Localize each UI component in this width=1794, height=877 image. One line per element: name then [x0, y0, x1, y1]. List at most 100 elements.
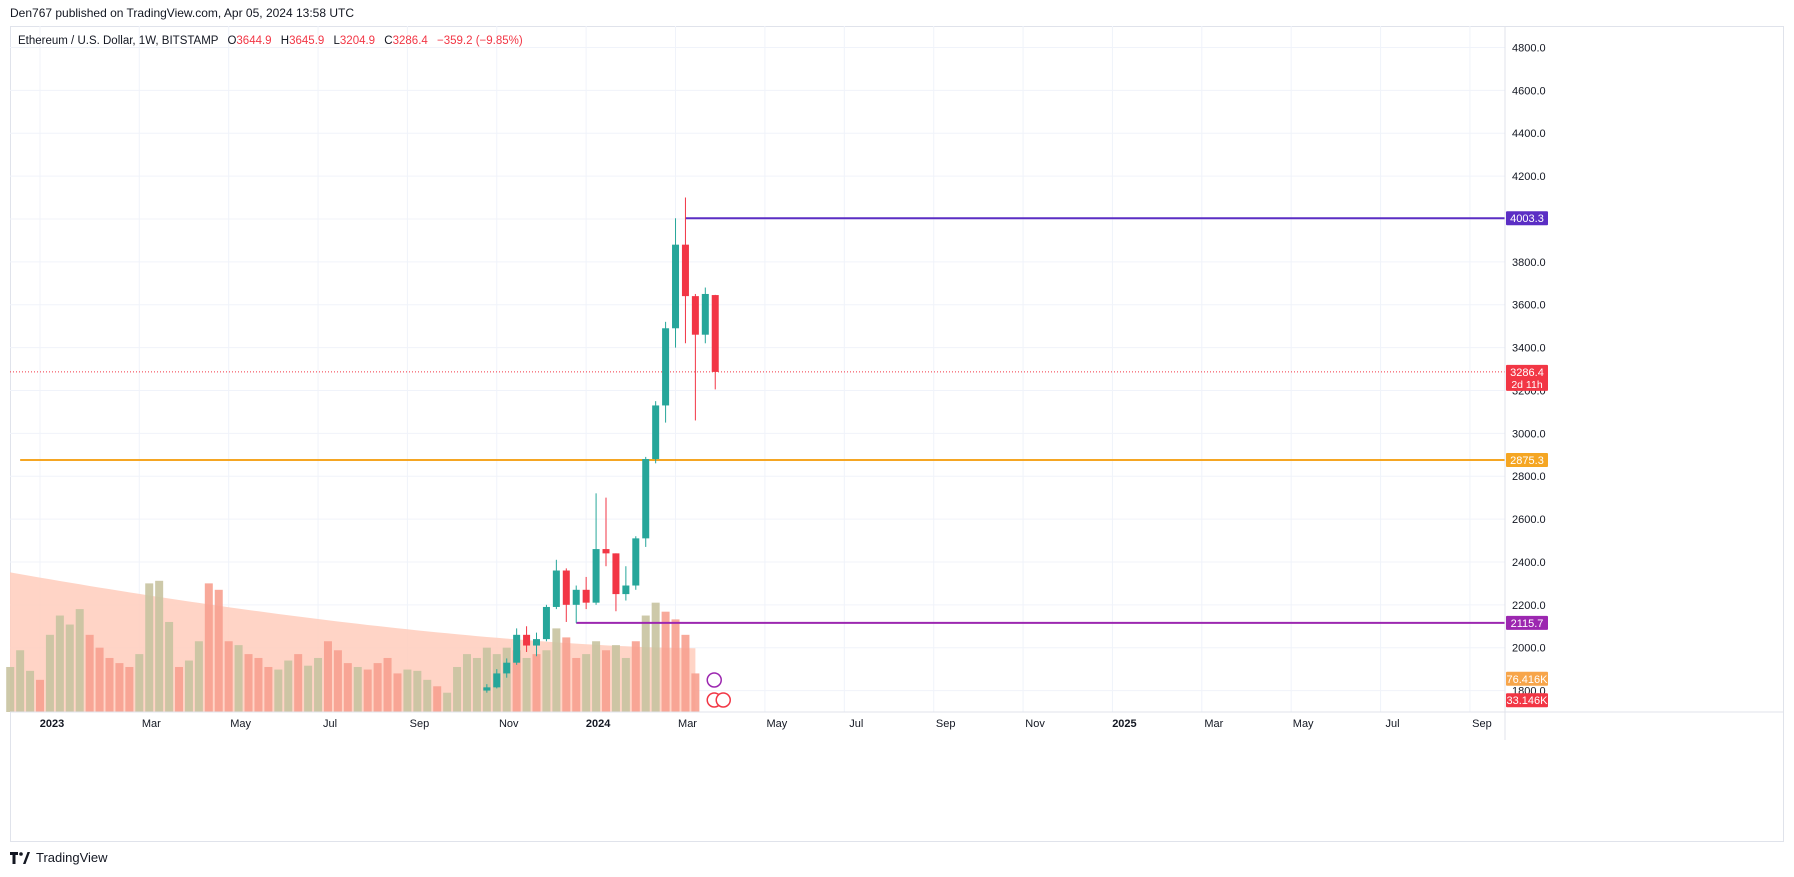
volume-bar [224, 641, 233, 712]
candle-body [711, 295, 719, 372]
time-axis: 2023 Mar May Jul Sep Nov 2024 Mar May Jul Sep Nov 20… [10, 711, 1784, 730]
level-price-tag-bg [1506, 615, 1548, 630]
y-tick-label: 3000.0 [1512, 428, 1546, 440]
volume-bar [75, 609, 84, 712]
tradingview-logo-icon [10, 851, 30, 864]
open-value: 3644.9 [236, 35, 272, 47]
volume-bar [145, 583, 154, 712]
y-tick-label: 2800.0 [1512, 471, 1546, 483]
candle-body [652, 405, 660, 460]
volume-bar [602, 650, 611, 712]
candles-layer [483, 197, 719, 693]
x-tick-label: Jul [323, 718, 337, 730]
volume-bar [453, 666, 462, 712]
candle-body [701, 293, 709, 335]
candle-body [592, 549, 600, 603]
volume-bar [6, 666, 15, 712]
footer-brand[interactable]: TradingView [10, 850, 108, 865]
volume-bar [542, 650, 551, 712]
y-tick-label: 3600.0 [1512, 300, 1546, 312]
y-tick-label: 3400.0 [1512, 343, 1546, 355]
flag-icon-2 [715, 692, 731, 708]
y-tick-label: 4400.0 [1512, 128, 1546, 140]
volume-bar [323, 641, 332, 712]
close-value: 3286.4 [392, 35, 428, 47]
y-tick-label: 2000.0 [1512, 643, 1546, 655]
volume-bar [472, 657, 481, 712]
lightning-icon [706, 672, 722, 688]
x-tick-label: May [230, 718, 251, 730]
volume-bar [393, 673, 402, 712]
volume-bar [204, 583, 213, 712]
volume-bar [264, 666, 273, 712]
x-tick-label: Sep [1472, 718, 1492, 730]
level-price-tag: 2115.7 [1511, 618, 1544, 630]
y-tick-label: 3800.0 [1512, 257, 1546, 269]
y-tick-label: 2400.0 [1512, 557, 1546, 569]
volume-bar [333, 650, 342, 712]
volume-bar [353, 666, 362, 712]
volume-bar [681, 634, 690, 712]
volume-bar [572, 657, 581, 712]
candle-body [493, 673, 501, 688]
y-tick-label: 4200.0 [1512, 171, 1546, 183]
volume-bar [462, 654, 471, 712]
high-label: H [280, 35, 290, 47]
candle-body [672, 244, 680, 329]
volume-bar [482, 647, 491, 712]
volume-bar [155, 580, 164, 712]
volume-layer [6, 572, 700, 712]
symbol-name: Ethereum / U.S. Dollar, 1W, BITSTAMP [18, 35, 219, 47]
volume-bar [214, 589, 223, 712]
volume-bar [314, 657, 323, 712]
y-tick-label: 2600.0 [1512, 514, 1546, 526]
volume-bar [95, 647, 104, 712]
low-value: 3204.9 [339, 35, 376, 47]
volume-bar [274, 669, 283, 712]
volume-tag: 33.146K [1507, 695, 1549, 707]
brand-name: TradingView [36, 850, 108, 865]
volume-bar [85, 634, 94, 712]
volume-bar [512, 650, 521, 712]
level-price-tag: 4003.3 [1510, 213, 1544, 225]
volume-bar [413, 670, 422, 712]
candle-body [681, 244, 689, 297]
volume-bar [661, 611, 670, 712]
level-price-tag-bg [1506, 211, 1548, 226]
volume-bar [105, 657, 114, 712]
volume-bar [552, 628, 561, 712]
volume-bar [184, 660, 193, 712]
volume-tag: 76.416K [1507, 674, 1549, 686]
volume-bar [244, 654, 253, 712]
horizontal-levels [10, 217, 1505, 624]
chart-frame [10, 26, 1784, 842]
volume-bar [631, 641, 640, 712]
symbol-legend: Ethereum / U.S. Dollar, 1W, BITSTAMP O36… [18, 35, 523, 47]
level-price-tag-bg [1506, 453, 1548, 468]
volume-bar [691, 673, 700, 712]
x-tick-label: Jul [849, 718, 863, 730]
volume-bar [522, 657, 531, 712]
last-price-tag-bg [1506, 364, 1548, 391]
x-tick-label: 2024 [586, 718, 611, 730]
x-tick-label: Nov [1025, 718, 1045, 730]
volume-bar [651, 602, 660, 712]
volume-bar [582, 654, 591, 712]
candle-body [513, 634, 521, 663]
volume-bar [343, 663, 352, 712]
candle-body [503, 662, 511, 674]
volume-bar [65, 624, 74, 712]
volume-bar [175, 666, 184, 712]
volume-bar [363, 669, 372, 712]
candle-body [523, 634, 531, 646]
volume-bar [443, 692, 452, 712]
volume-bar [234, 645, 243, 712]
open-label: O [227, 35, 237, 47]
volume-bar [165, 621, 174, 712]
x-tick-label: Nov [499, 718, 519, 730]
y-tick-label: 4800.0 [1512, 42, 1546, 54]
volume-bar [36, 679, 44, 712]
volume-bar [373, 663, 382, 712]
volume-bar [403, 669, 412, 712]
